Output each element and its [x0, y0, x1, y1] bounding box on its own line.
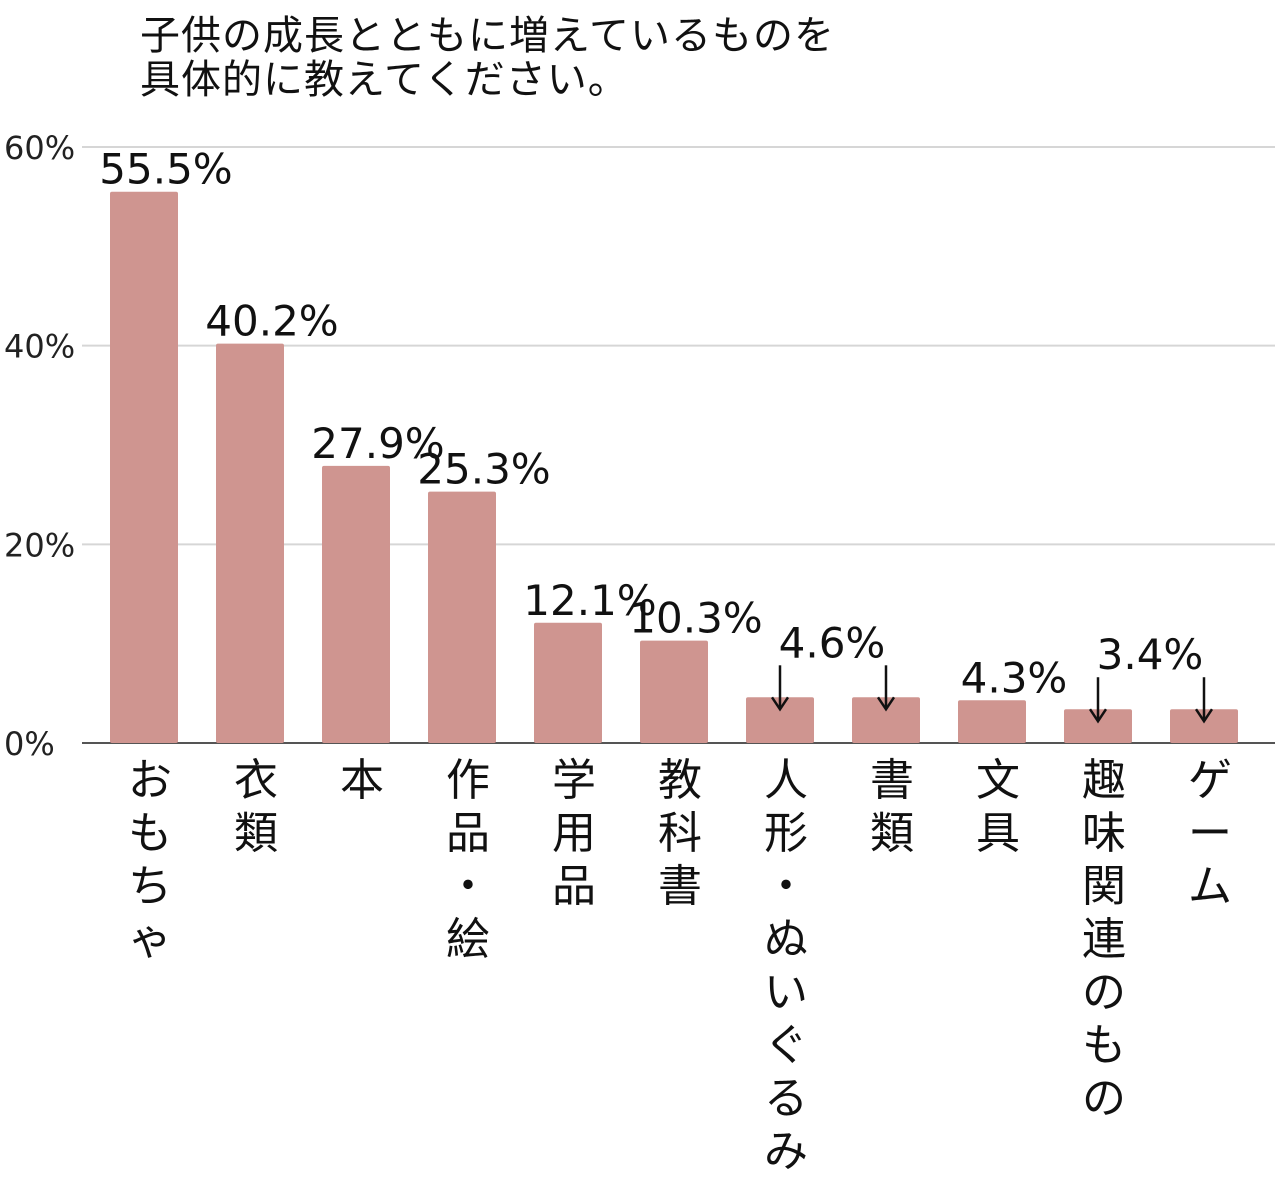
- bar: [1170, 709, 1238, 743]
- data-label: 3.4%: [1097, 630, 1204, 679]
- chart-title-line-1: 子供の成長とともに増えているものを: [140, 13, 835, 59]
- y-tick-label: 0%: [4, 725, 55, 763]
- y-tick-label: 40%: [4, 328, 75, 366]
- category-label: ゲーム: [1188, 755, 1232, 912]
- y-axis-ticks: 0% 20% 40% 60%: [4, 129, 75, 763]
- data-label: 12.1%: [523, 576, 656, 625]
- bar: [110, 191, 178, 743]
- bar: [958, 700, 1026, 743]
- bar: [1064, 709, 1132, 743]
- bar: [216, 343, 284, 743]
- label-arrow-head: [1088, 708, 1108, 724]
- category-label: 人形・ぬいぐるみ: [764, 755, 808, 1177]
- data-label: 40.2%: [205, 297, 338, 346]
- bar: [852, 697, 920, 743]
- label-arrow-head: [1194, 708, 1214, 724]
- category-label: 衣類: [234, 755, 278, 859]
- y-tick-label: 20%: [4, 526, 75, 564]
- y-tick-label: 60%: [4, 129, 75, 167]
- chart-title: 子供の成長とともに増えているものを 具体的に教えてください。: [140, 14, 1040, 102]
- category-label: 書類: [870, 755, 914, 859]
- label-arrow-head: [876, 696, 896, 712]
- bar: [322, 465, 390, 743]
- category-label: 本: [340, 755, 384, 806]
- data-label: 27.9%: [311, 419, 444, 468]
- data-label: 10.3%: [629, 594, 762, 643]
- category-label: 文具: [976, 755, 1020, 859]
- label-arrow-head: [770, 696, 790, 712]
- data-labels: 55.5% 40.2% 27.9%25.3% 12.1%10.3% 4.6% 4.3% 3.…: [99, 145, 1214, 724]
- chart-title-line-2: 具体的に教えてください。: [140, 57, 629, 103]
- data-label: 4.3%: [961, 653, 1068, 702]
- category-label: 学用品: [552, 755, 596, 912]
- bar: [640, 640, 708, 743]
- category-label: 作品・絵: [446, 755, 490, 965]
- data-label: 4.6%: [779, 618, 886, 667]
- data-label: 25.3%: [417, 445, 550, 494]
- category-label: 教科書: [658, 755, 702, 912]
- bar: [746, 697, 814, 743]
- bar: [428, 491, 496, 743]
- category-label: 趣味関連のもの: [1082, 755, 1126, 1124]
- data-label: 55.5%: [99, 145, 232, 194]
- bar: [534, 622, 602, 743]
- category-label: おもちゃ: [128, 755, 172, 965]
- bars: [110, 191, 1238, 743]
